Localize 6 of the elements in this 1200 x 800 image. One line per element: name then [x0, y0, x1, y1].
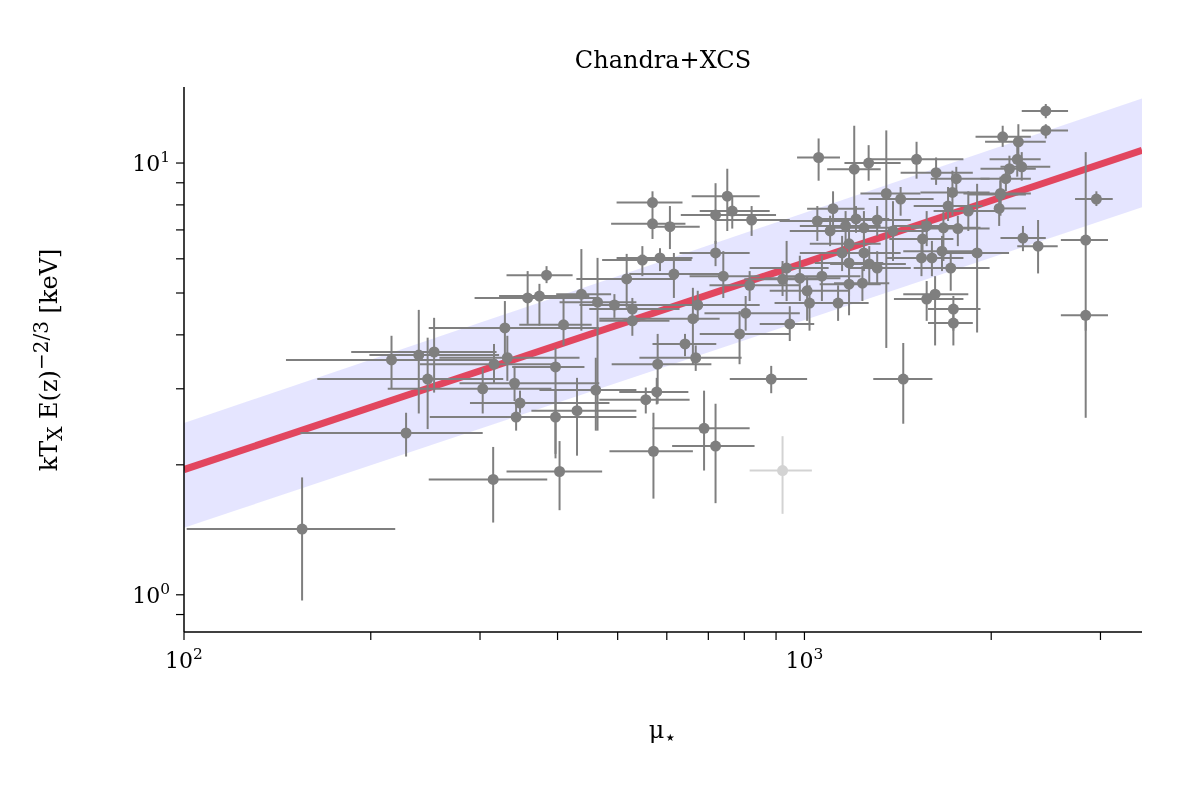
x-tick-label: 10$^{3}$ — [785, 645, 824, 673]
x-axis-title: μ$_{⋆}$ — [647, 716, 679, 749]
y-tick-label: 10$^{1}$ — [132, 148, 170, 177]
y-tick-label: 10$^{0}$ — [132, 579, 170, 608]
x-tick-label: 10$^{2}$ — [165, 645, 203, 673]
chart-title: Chandra+XCS — [573, 46, 753, 74]
